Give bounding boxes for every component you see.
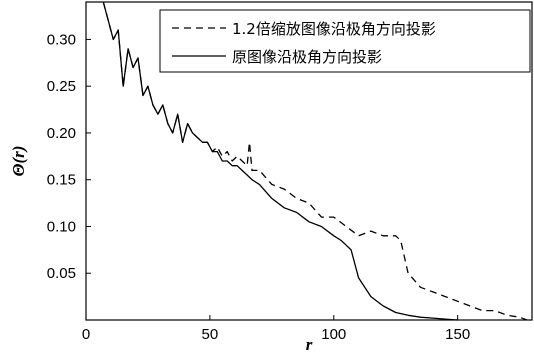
x-axis-title: r	[306, 335, 313, 353]
plot-frame	[85, 1, 533, 321]
axis-labels: r Θ(r)	[9, 146, 313, 353]
y-tick-label: 0.20	[47, 125, 76, 142]
series-line-1	[102, 1, 458, 321]
y-axis-title: Θ(r)	[9, 146, 28, 177]
y-tick-label: 0.15	[47, 172, 76, 189]
series-group	[102, 1, 528, 321]
legend-label-1: 原图像沿极角方向投影	[232, 48, 382, 66]
y-tick-label: 0.25	[47, 78, 76, 95]
x-tick-label: 0	[82, 326, 90, 343]
legend-box	[159, 9, 531, 73]
y-tick-label: 0.05	[47, 265, 76, 282]
x-tick-label: 50	[202, 326, 219, 343]
y-tick-label: 0.30	[47, 31, 76, 48]
x-tick-label: 150	[445, 326, 470, 343]
axes: 0 50 100 150 0.05 0.10 0.15 0.20 0.25 0.30	[47, 1, 533, 343]
y-tick-label: 0.10	[47, 218, 76, 235]
x-tick-label: 100	[321, 326, 346, 343]
legend-label-0: 1.2倍缩放图像沿极角方向投影	[232, 20, 436, 38]
